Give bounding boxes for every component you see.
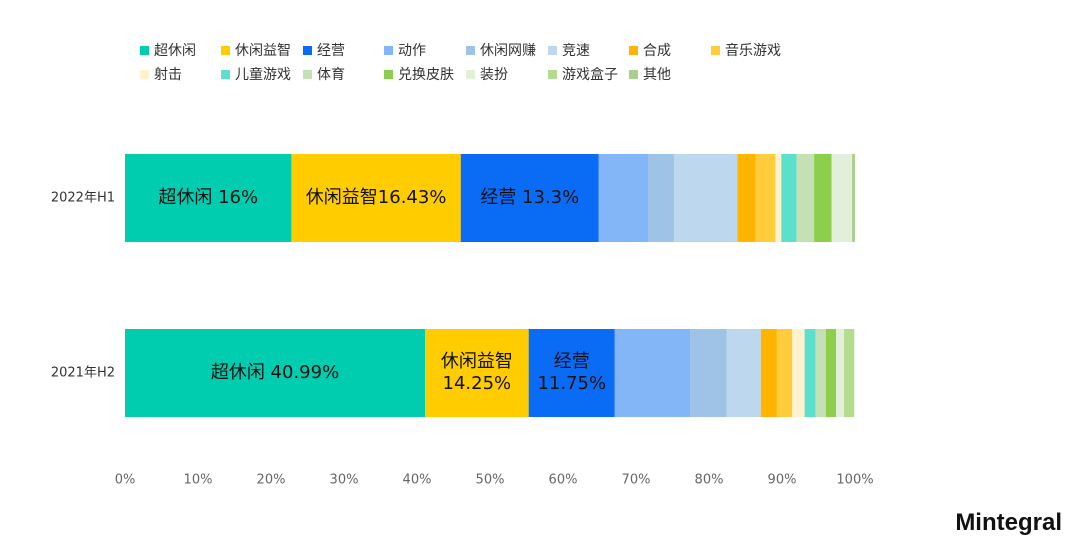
data-label-1-2-0: 经营 (554, 351, 590, 372)
category-label-2022-h1: 2022年H1 (51, 191, 115, 206)
bar-segment-0-10 (796, 154, 815, 242)
x-tick-label-3: 30% (330, 473, 359, 488)
legend-swatch-13 (548, 70, 557, 79)
mintegral-logo: Mintegral (955, 509, 1062, 536)
legend-swatch-14 (629, 70, 638, 79)
legend-swatch-0 (140, 46, 149, 55)
bar-segment-1-5 (726, 329, 761, 417)
x-tick-label-5: 50% (476, 473, 505, 488)
bar-segment-1-8 (792, 329, 805, 417)
data-label-0-0-0: 超休闲 16% (158, 187, 258, 208)
legend-label-1: 休闲益智 (235, 43, 291, 59)
legend-swatch-11 (384, 70, 393, 79)
bar-segment-0-12 (831, 154, 853, 242)
x-tick-label-9: 90% (768, 473, 797, 488)
data-label-1-1-0: 休闲益智 (441, 351, 513, 372)
legend-swatch-5 (548, 46, 557, 55)
legend-swatch-12 (466, 70, 475, 79)
bar-segment-0-5 (673, 154, 738, 242)
bar-segment-1-1 (425, 329, 529, 417)
bar-segment-0-6 (737, 154, 756, 242)
bar-segment-1-3 (614, 329, 691, 417)
bar-segment-1-9 (804, 329, 816, 417)
legend-label-4: 休闲网赚 (480, 43, 536, 59)
legend-label-5: 竞速 (562, 42, 590, 59)
legend-label-9: 儿童游戏 (235, 66, 291, 83)
bar-segment-0-7 (755, 154, 776, 242)
legend-label-8: 射击 (154, 67, 182, 83)
bar-segment-0-14 (852, 154, 855, 242)
legend-label-13: 游戏盒子 (562, 66, 618, 83)
bar-segment-0-11 (814, 154, 832, 242)
bar-segment-1-6 (760, 329, 777, 417)
x-tick-label-7: 70% (622, 473, 651, 488)
legend-swatch-2 (303, 46, 312, 55)
x-tick-label-6: 60% (549, 473, 578, 488)
bar-segment-0-2 (460, 154, 599, 242)
legend-label-14: 其他 (643, 67, 671, 83)
x-tick-label-0: 0% (115, 473, 136, 488)
legend-swatch-3 (384, 46, 393, 55)
legend-label-6: 合成 (643, 43, 671, 59)
bar-segment-0-3 (598, 154, 649, 242)
legend-label-2: 经营 (317, 43, 345, 59)
bar-segment-1-11 (825, 329, 837, 417)
bar-segment-1-13 (844, 329, 854, 417)
legend-swatch-10 (303, 70, 312, 79)
bar-segment-1-2 (528, 329, 615, 417)
legend-label-7: 音乐游戏 (725, 42, 781, 59)
bar-segment-0-9 (781, 154, 797, 242)
legend-swatch-9 (221, 70, 230, 79)
legend-swatch-1 (221, 46, 230, 55)
data-label-1-0-0: 超休闲 40.99% (211, 362, 339, 383)
bar-segment-0-0 (125, 154, 292, 242)
bar-segment-1-10 (815, 329, 826, 417)
legend-label-0: 超休闲 (154, 43, 196, 59)
bar-segment-1-7 (776, 329, 793, 417)
x-tick-label-8: 80% (695, 473, 724, 488)
data-label-1-2-1: 11.75% (537, 373, 606, 394)
legend-label-12: 装扮 (480, 67, 508, 83)
bar-segment-1-0 (125, 329, 426, 417)
legend-label-10: 体育 (317, 67, 345, 83)
data-label-0-2-0: 经营 13.3% (480, 187, 579, 208)
legend-swatch-7 (711, 46, 720, 55)
legend-label-11: 兑换皮肤 (398, 66, 454, 83)
data-label-0-1-0: 休闲益智16.43% (306, 187, 447, 208)
bar-segment-1-14 (853, 329, 855, 417)
legend-swatch-6 (629, 46, 638, 55)
bar-segment-1-12 (836, 329, 845, 417)
legend-label-3: 动作 (398, 43, 426, 59)
category-label-2021-h2: 2021年H2 (51, 366, 115, 381)
x-tick-label-10: 100% (836, 473, 873, 488)
x-tick-label-1: 10% (184, 473, 213, 488)
x-tick-label-2: 20% (257, 473, 286, 488)
bar-segment-1-4 (690, 329, 727, 417)
bar-segment-0-1 (291, 154, 461, 242)
bar-segment-0-8 (775, 154, 782, 242)
bar-segment-0-4 (648, 154, 674, 242)
legend-swatch-4 (466, 46, 475, 55)
x-tick-label-4: 40% (403, 473, 432, 488)
legend-swatch-8 (140, 70, 149, 79)
data-label-1-1-1: 14.25% (443, 373, 512, 394)
